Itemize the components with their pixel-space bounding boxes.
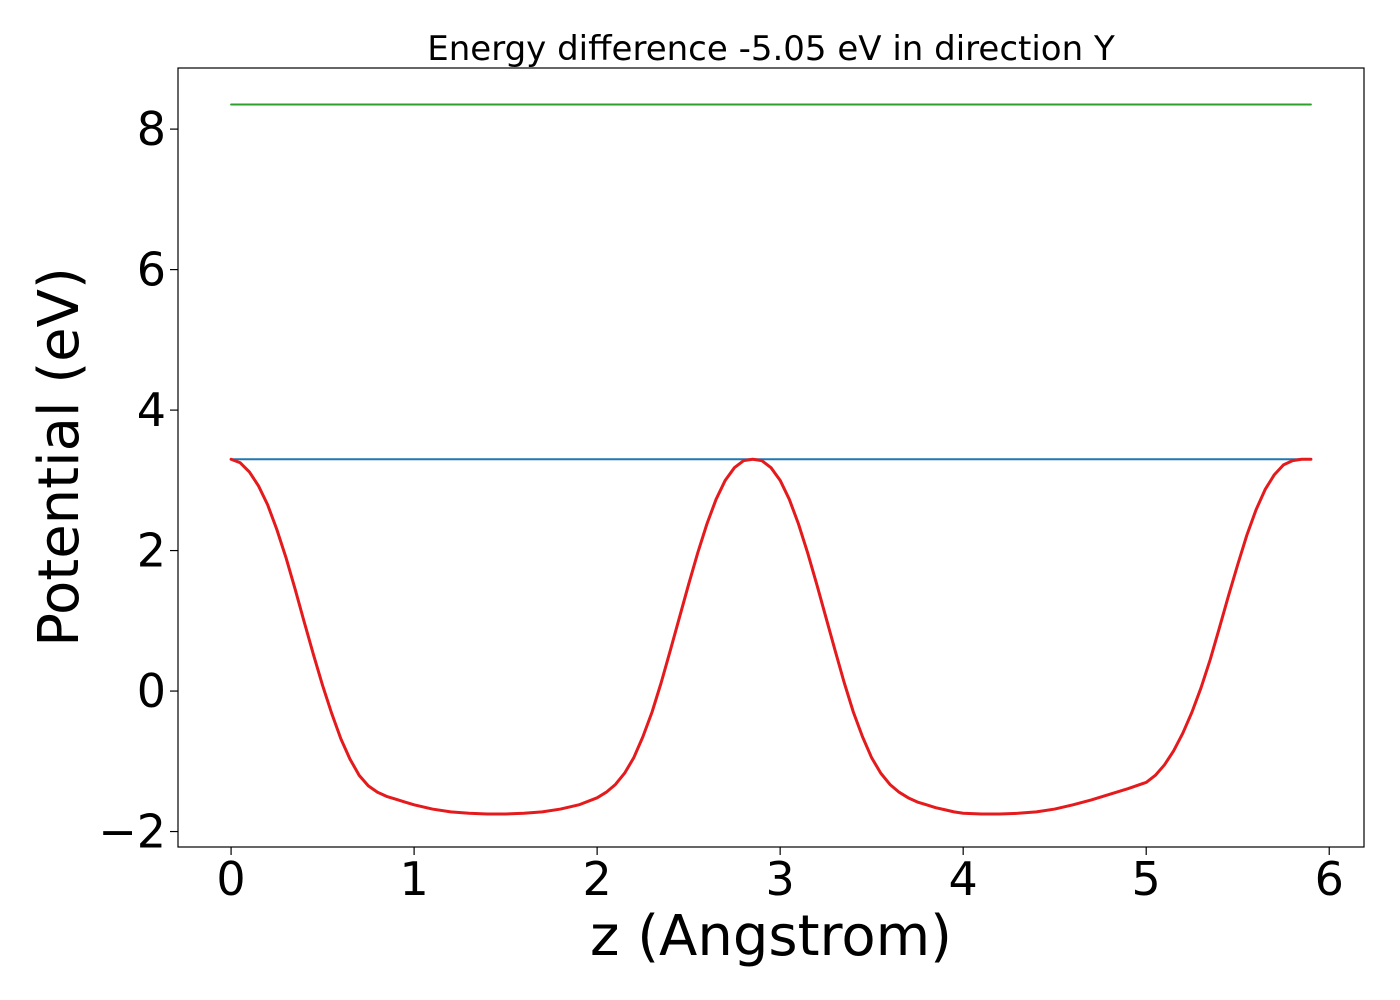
series-layer — [229, 103, 1313, 816]
x-tick-label: 2 — [582, 852, 611, 906]
x-axis: 0 1 2 3 4 5 6 — [216, 847, 1344, 906]
plot-frame — [177, 67, 1365, 848]
x-tick-label: 3 — [766, 852, 795, 906]
y-tick-label: 0 — [137, 664, 166, 718]
y-tick-label: 8 — [137, 102, 166, 156]
x-axis-label: z (Angstrom) — [590, 904, 952, 969]
chart-title: Energy difference -5.05 eV in direction … — [427, 29, 1115, 69]
x-tick-label: 5 — [1132, 852, 1161, 906]
y-axis-label: Potential (eV) — [27, 267, 92, 647]
x-tick-label: 1 — [399, 852, 428, 906]
y-tick-label: 2 — [137, 524, 166, 578]
x-tick-label: 0 — [216, 852, 245, 906]
y-tick-label: 4 — [137, 383, 166, 437]
y-tick-label: 6 — [137, 243, 166, 297]
y-axis: −2 0 2 4 6 8 — [98, 102, 178, 859]
y-tick-label: −2 — [98, 805, 166, 859]
series-line-2 — [229, 457, 1313, 816]
x-tick-label: 6 — [1315, 852, 1344, 906]
x-tick-label: 4 — [949, 852, 978, 906]
